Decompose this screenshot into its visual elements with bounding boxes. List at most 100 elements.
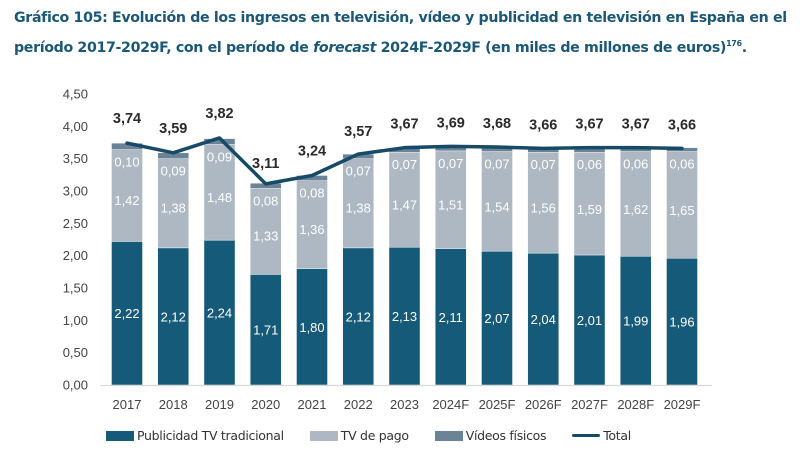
bar-segment-publicidad — [388, 247, 421, 386]
x-tick-label: 2029F — [664, 397, 701, 412]
x-axis: 2017 2018 2019 2020 2021 2022 2023 2024F 2025F 20… — [113, 397, 701, 412]
total-line — [125, 136, 684, 186]
y-tick-label: 3,50 — [63, 151, 88, 166]
bar-segment-publicidad — [342, 247, 374, 386]
segment-label-publicidad: 2,24 — [207, 306, 232, 321]
total-label: 3,57 — [344, 124, 372, 140]
legend: Publicidad TV tradicional TV de pago Víd… — [106, 428, 657, 443]
segment-label-publicidad: 2,12 — [346, 309, 371, 324]
legend-item-publicidad: Publicidad TV tradicional — [106, 428, 284, 443]
bar-segment-publicidad — [250, 274, 282, 386]
bar-segment-tv-pago — [481, 151, 513, 252]
bar-segment-tv-pago — [573, 151, 606, 256]
bar-segment-tv-pago — [527, 151, 559, 254]
bar-segment-tv-pago — [388, 151, 421, 248]
segment-label-videos-fisicos: 0,10 — [114, 155, 139, 170]
legend-swatch-videos — [434, 430, 463, 441]
bar-segment-tv-pago — [296, 180, 328, 269]
x-tick-label: 2023 — [390, 397, 419, 412]
y-tick-label: 4,00 — [63, 119, 88, 134]
segment-label-tv-pago: 1,51 — [438, 198, 463, 213]
segment-label-videos-fisicos: 0,07 — [531, 157, 556, 172]
legend-swatch-total — [572, 434, 601, 437]
bar-segment-publicidad — [666, 258, 698, 386]
segment-label-publicidad: 2,07 — [484, 311, 509, 326]
segment-label-videos-fisicos: 0,08 — [299, 186, 324, 201]
x-tick-label: 2024F — [432, 397, 469, 412]
total-label: 3,67 — [390, 117, 418, 133]
segment-label-publicidad: 1,71 — [253, 323, 278, 338]
y-tick-label: 0,50 — [63, 345, 88, 360]
total-labels: 3,74 3,59 3,82 3,11 3,24 3,57 3,67 3,69 3,68 3,66… — [113, 106, 696, 172]
segment-label-tv-pago: 1,36 — [299, 222, 324, 237]
title-suffix: 2024F-2029F (en miles de millones de eur… — [376, 40, 727, 56]
y-tick-label: 1,50 — [63, 281, 88, 296]
segment-label-publicidad: 1,99 — [623, 314, 648, 329]
legend-item-videos: Vídeos físicos — [434, 428, 547, 443]
segment-label-publicidad: 2,22 — [114, 306, 139, 321]
segment-label-publicidad: 1,80 — [299, 320, 324, 335]
total-label: 3,11 — [252, 156, 279, 172]
y-tick-label: 1,00 — [63, 313, 88, 328]
segment-label-videos-fisicos: 0,07 — [438, 156, 463, 171]
legend-item-tv-pago: TV de pago — [309, 428, 409, 443]
x-tick-label: 2019 — [205, 397, 234, 412]
segment-label-tv-pago: 1,59 — [577, 202, 602, 217]
segment-label-tv-pago: 1,47 — [392, 197, 417, 212]
segment-label-tv-pago: 1,65 — [669, 203, 694, 218]
segment-label-tv-pago: 1,56 — [531, 201, 556, 216]
bar-segment-tv-pago — [157, 158, 189, 249]
x-tick-label: 2022 — [344, 397, 373, 412]
legend-swatch-tv-pago — [309, 430, 338, 441]
x-tick-label: 2018 — [159, 397, 188, 412]
legend-swatch-publicidad — [106, 430, 134, 441]
total-label: 3,66 — [668, 117, 696, 133]
y-axis: 0,00 0,50 1,00 1,50 2,00 2,50 3,00 3,50 4,00 4,50 — [63, 87, 88, 393]
segment-label-tv-pago: 1,38 — [346, 201, 371, 216]
legend-item-total: Total — [572, 428, 631, 443]
total-label: 3,67 — [575, 117, 603, 133]
total-label: 3,66 — [529, 117, 557, 133]
bar-segment-publicidad — [296, 268, 328, 386]
total-label: 3,24 — [298, 143, 326, 159]
x-tick-label: 2025F — [479, 397, 516, 412]
legend-label: Vídeos físicos — [465, 428, 547, 443]
legend-label: TV de pago — [340, 428, 409, 443]
segment-label-tv-pago: 1,48 — [207, 190, 232, 205]
x-tick-label: 2028F — [617, 397, 654, 412]
segment-label-videos-fisicos: 0,07 — [392, 157, 417, 172]
segment-label-videos-fisicos: 0,06 — [623, 157, 648, 172]
segment-label-videos-fisicos: 0,09 — [161, 164, 186, 179]
y-tick-label: 3,00 — [63, 184, 88, 199]
total-label: 3,67 — [622, 117, 650, 133]
y-tick-label: 0,00 — [63, 378, 88, 393]
y-tick-label: 2,50 — [63, 216, 88, 231]
x-tick-label: 2020 — [251, 397, 280, 412]
segment-label-publicidad: 1,96 — [669, 315, 694, 330]
x-tick-label: 2017 — [113, 397, 142, 412]
segment-label-videos-fisicos: 0,07 — [484, 157, 509, 172]
segment-label-videos-fisicos: 0,08 — [253, 193, 278, 208]
title-end: . — [741, 40, 747, 56]
segment-label-publicidad: 2,13 — [392, 309, 417, 324]
y-tick-label: 2,00 — [63, 248, 88, 263]
segment-label-publicidad: 2,12 — [161, 309, 186, 324]
segment-label-tv-pago: 1,54 — [484, 199, 509, 214]
bar-segment-tv-pago — [203, 144, 236, 241]
total-label: 3,59 — [159, 121, 187, 137]
segment-label-tv-pago: 1,33 — [253, 229, 278, 244]
title-italic: forecast — [313, 40, 377, 56]
segment-labels: 2,22 1,42 0,10 2,12 1,38 0,09 2,24 1,48 0,09 1,71… — [114, 149, 694, 337]
title-footnote-ref: 176 — [726, 39, 742, 48]
total-label: 3,82 — [205, 106, 233, 122]
chart-title: Gráfico 105: Evolución de los ingresos e… — [14, 6, 799, 61]
title-text: Gráfico 105: Evolución de los ingresos e… — [14, 10, 787, 56]
bar-segment-publicidad — [481, 250, 513, 386]
total-label: 3,68 — [483, 116, 511, 132]
segment-label-videos-fisicos: 0,07 — [346, 164, 371, 179]
x-tick-label: 2027F — [571, 397, 608, 412]
bar-segment-tv-pago — [666, 151, 698, 259]
x-tick-label: 2021 — [298, 397, 327, 412]
legend-label: Total — [603, 428, 631, 443]
